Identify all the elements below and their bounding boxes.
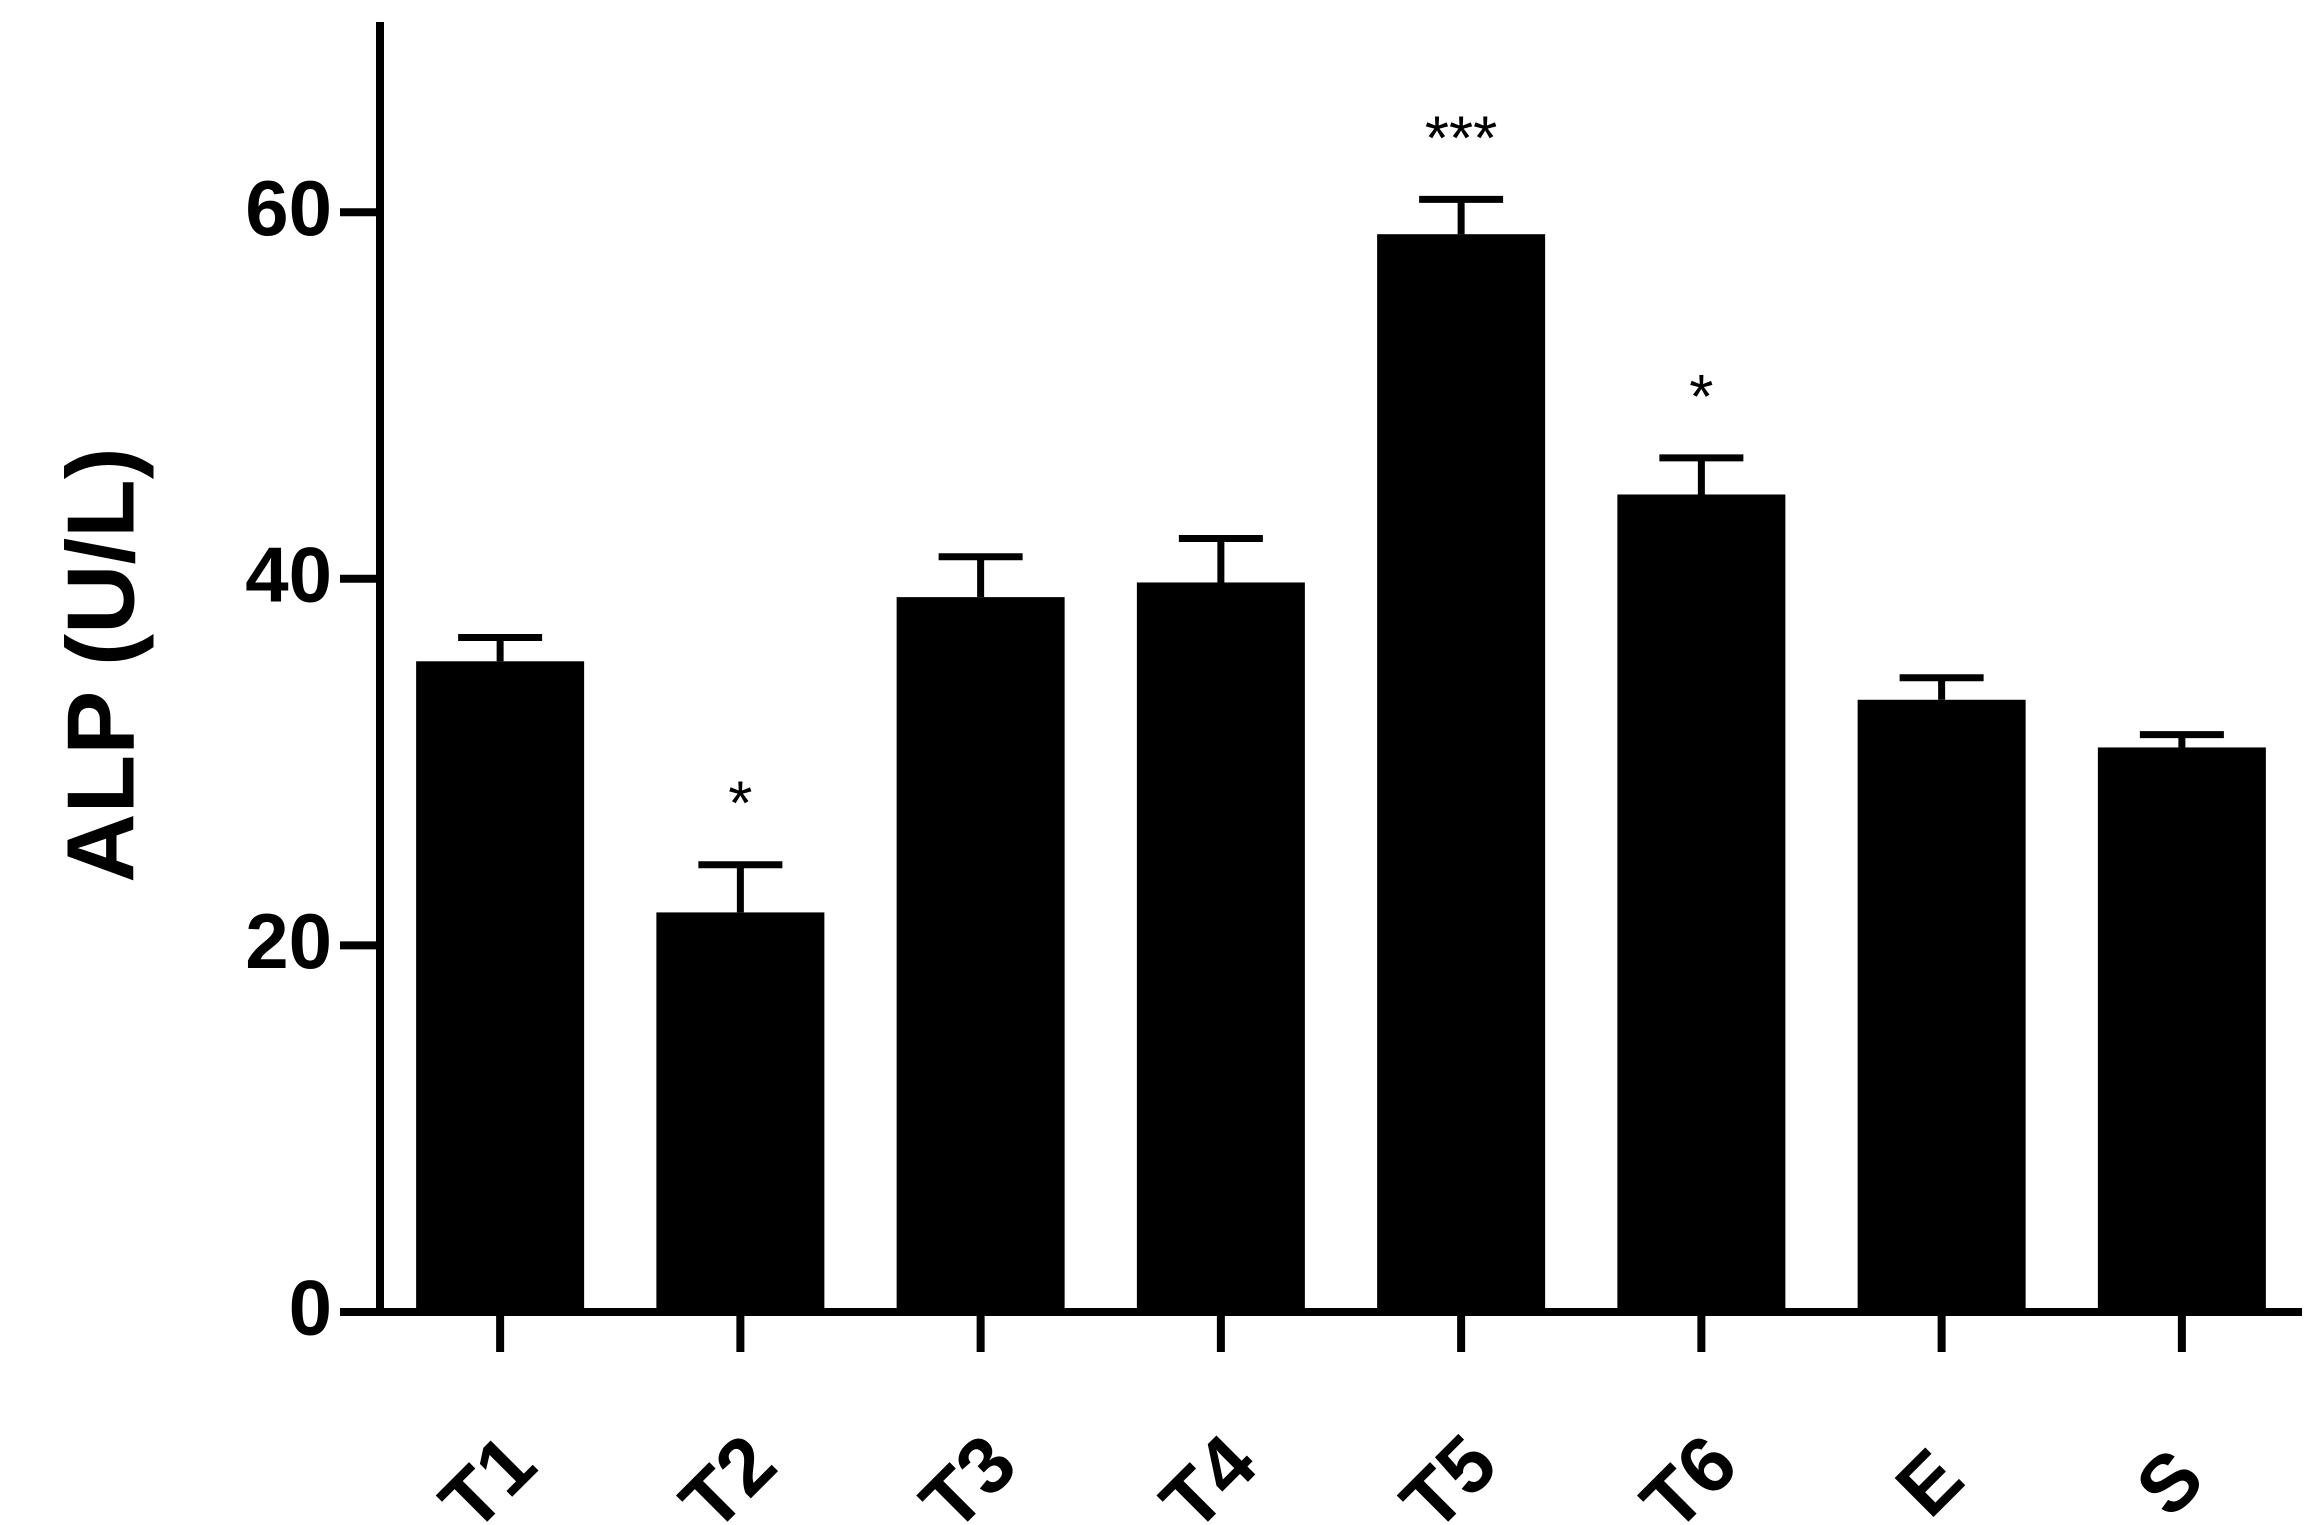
error-bars-layer: [458, 195, 2224, 913]
y-axis-title: ALP (U/L): [47, 447, 154, 883]
significance-label-t2: *: [728, 770, 752, 839]
significance-label-t6: *: [1689, 363, 1713, 432]
bar-t6: [1617, 494, 1786, 1312]
bar-t4: [1136, 582, 1305, 1312]
x-tick-label-t6: T6: [1624, 1418, 1753, 1525]
x-tick-label-t5: T5: [1384, 1418, 1513, 1525]
significance-label-t5: ***: [1425, 104, 1497, 173]
bar-t3: [896, 597, 1065, 1312]
x-tick-label-e: E: [1879, 1432, 1980, 1525]
y-tick-label-40: 40: [245, 530, 332, 618]
x-tick-label-t1: T1: [423, 1418, 552, 1525]
axes-layer: [340, 22, 2302, 1352]
x-tick-label-t2: T2: [663, 1418, 792, 1525]
y-tick-label-20: 20: [245, 897, 332, 985]
x-tick-label-t4: T4: [1144, 1418, 1273, 1525]
y-tick-label-60: 60: [245, 164, 332, 252]
y-tick-label-0: 0: [289, 1264, 332, 1352]
bar-t5: [1377, 234, 1546, 1312]
x-tick-label-t3: T3: [904, 1418, 1033, 1525]
bar-t2: [656, 912, 825, 1312]
bar-e: [1857, 699, 2026, 1312]
bar-t1: [416, 661, 585, 1312]
x-tick-label-s: S: [2119, 1432, 2220, 1525]
bars-layer: [416, 234, 2266, 1312]
bar-s: [2097, 747, 2266, 1312]
